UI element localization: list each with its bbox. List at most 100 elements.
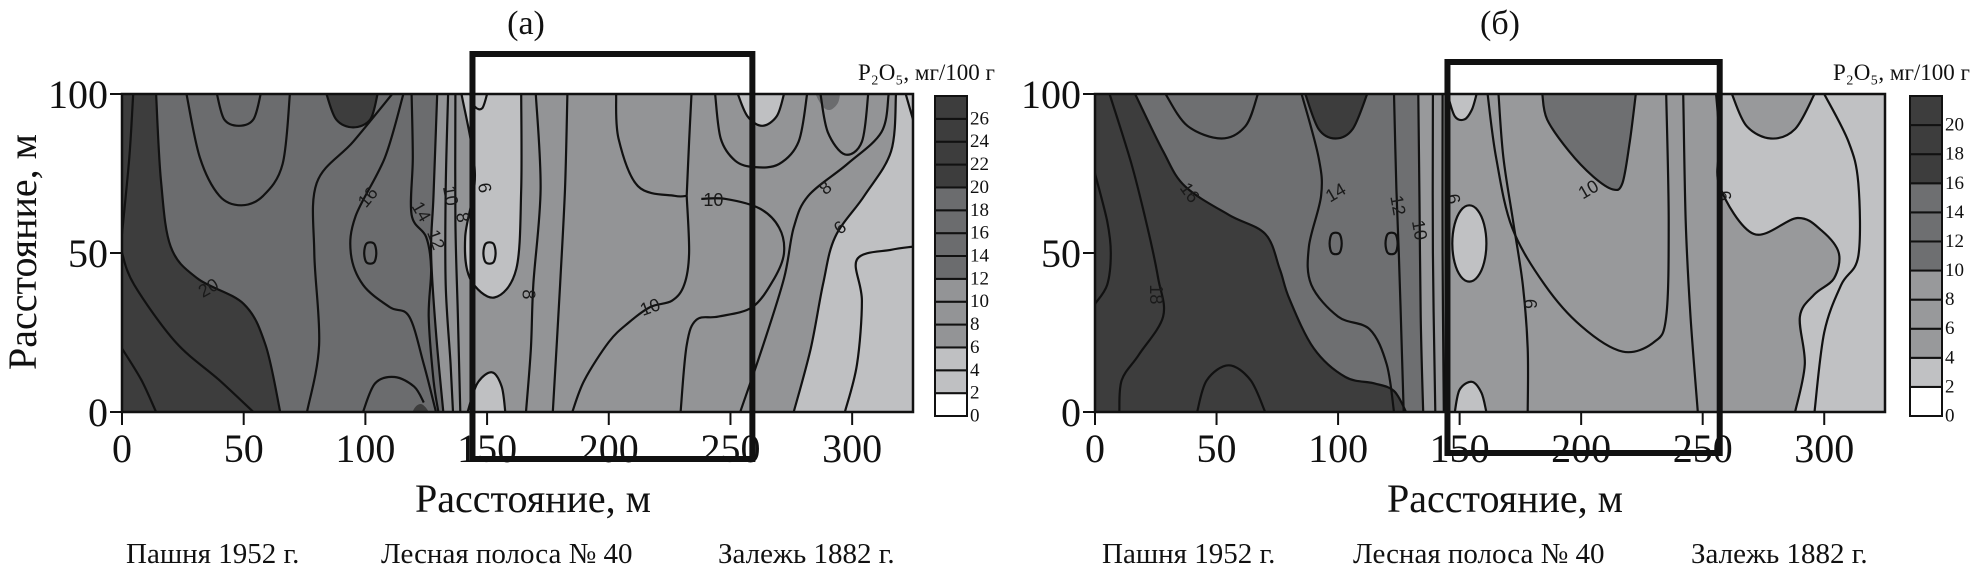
panel-title: (а) [507, 5, 545, 42]
contour-line [215, 94, 262, 127]
colorbar-bin [934, 277, 968, 303]
zone-label-forest-belt: Лесная полоса № 40 [1353, 538, 1605, 570]
x-tick-label: 50 [1197, 426, 1237, 471]
contour-label: 10 [439, 184, 462, 207]
contour-line [736, 94, 786, 127]
x-axis-label: Расстояние, м [1387, 476, 1623, 521]
contour-line [409, 94, 440, 412]
colorbar-bin [934, 346, 968, 372]
colorbar-tick-label: 14 [1945, 202, 1965, 223]
contour-label: 10 [703, 190, 723, 210]
colorbar-tick-label: 20 [1945, 115, 1964, 136]
colorbar-tick-label: 26 [970, 108, 989, 129]
colorbar-bin [934, 117, 968, 143]
contour-line [524, 94, 542, 412]
colorbar-bin [1909, 385, 1943, 417]
colorbar-bin [934, 255, 968, 280]
colorbar-tick-label: 14 [970, 246, 990, 267]
colorbar-bin [934, 140, 968, 166]
colorbar-bin [1909, 153, 1943, 185]
contour-line [1384, 231, 1399, 256]
contour-line [1304, 94, 1369, 140]
contour-line [1451, 204, 1488, 283]
colorbar: 0 2 4 6 8 10 12 14 16 18 20 [1909, 95, 1965, 427]
contour-band-fill [1095, 94, 1407, 412]
colorbar-tick-label: 12 [1945, 231, 1964, 252]
contour-band-fill [467, 372, 506, 412]
colorbar-tick-label: 4 [970, 360, 980, 381]
contour-line [122, 252, 255, 412]
colorbar-tick-label: 20 [970, 177, 989, 198]
colorbar-tick-label: 10 [1945, 260, 1964, 281]
contour-line [122, 347, 158, 412]
colorbar-bin [1909, 95, 1943, 127]
contour-line [349, 94, 438, 412]
colorbar-tick-label: 16 [1945, 173, 1964, 194]
contour-line [843, 245, 913, 412]
colorbar-tick-label: 2 [970, 383, 980, 404]
colorbar-tick-label: 10 [970, 291, 989, 312]
contour-line [1453, 380, 1488, 412]
x-tick-label: 0 [1085, 426, 1105, 471]
contour-line [614, 94, 687, 198]
colorbar-bin [1909, 182, 1943, 214]
contour-line [1095, 173, 1112, 305]
colorbar-bin [934, 369, 968, 395]
x-tick-label: 200 [1551, 426, 1611, 471]
contour-line [1392, 94, 1405, 412]
contour-label: 6 [474, 181, 495, 194]
x-tick-label: 250 [1673, 426, 1733, 471]
contour-line [155, 94, 282, 412]
colorbar-bin [934, 323, 968, 349]
contour-line [1164, 94, 1259, 140]
contour-line [305, 94, 394, 412]
colorbar-bin [934, 186, 968, 212]
y-tick-label: 0 [88, 390, 108, 435]
contour-line [819, 94, 870, 156]
contour-band-fill [793, 94, 913, 412]
colorbar-bin [1909, 240, 1943, 272]
x-tick-label: 200 [579, 426, 639, 471]
x-tick-label: 300 [822, 426, 882, 471]
contour-line [185, 94, 291, 207]
colorbar-bin [1909, 211, 1943, 243]
colorbar-bin [1909, 269, 1943, 301]
contour-label: 6 [1520, 299, 1540, 309]
contour-line [1431, 94, 1437, 412]
contour-band-fill [461, 94, 522, 298]
colorbar-label: P₂O₅, мг/100 г [1833, 60, 1970, 85]
zone-label-arable: Пашня 1952 г. [1102, 538, 1275, 570]
x-tick-label: 150 [457, 426, 517, 471]
contour-label: 8 [452, 211, 473, 224]
contour-line [361, 375, 425, 412]
colorbar-bin [934, 163, 968, 189]
contour-label: 12 [1386, 194, 1409, 217]
contour-line [1682, 94, 1699, 412]
colorbar-bin [1909, 327, 1943, 359]
colorbar-bin [1909, 124, 1943, 156]
colorbar-bin [934, 300, 968, 326]
y-axis-label: Расстояние, м [0, 134, 45, 370]
colorbar-tick-label: 8 [1945, 289, 1955, 310]
colorbar-tick-label: 4 [1945, 347, 1955, 368]
y-tick-label: 0 [1061, 390, 1081, 435]
colorbar-bin [1909, 356, 1943, 388]
contour-band-fill [1731, 94, 1815, 139]
contour-band-fill [1542, 94, 1636, 190]
y-tick-label: 50 [68, 231, 108, 276]
zone-label-fallow: Залежь 1882 г. [1691, 538, 1868, 570]
contour-line [363, 241, 378, 265]
contour-line [444, 94, 455, 412]
colorbar-tick-label: 18 [970, 200, 989, 221]
forest-belt-highlight-box [1444, 59, 1723, 456]
contour-line [454, 94, 462, 412]
contour-plot-area [122, 94, 913, 412]
contour-line [1300, 94, 1396, 412]
colorbar-tick-label: 12 [970, 268, 989, 289]
x-tick-label: 300 [1794, 426, 1854, 471]
